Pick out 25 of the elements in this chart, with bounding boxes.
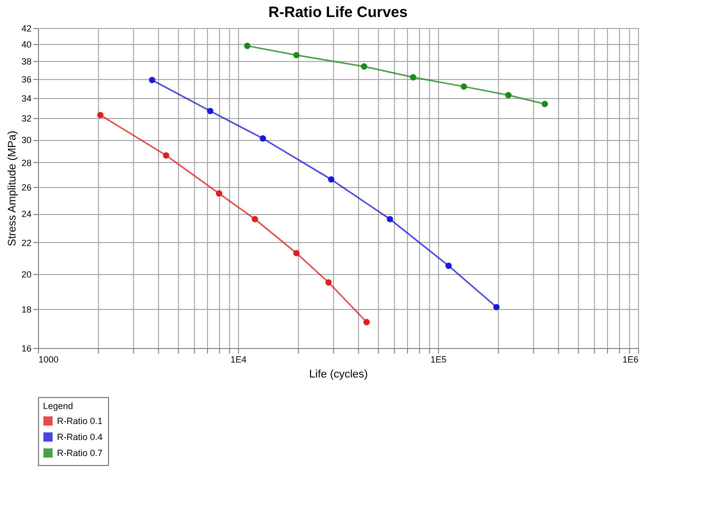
legend-label: R-Ratio 0.4 xyxy=(57,432,103,442)
y-tick-label: 38 xyxy=(21,56,32,67)
y-tick-label: 30 xyxy=(21,135,32,146)
y-tick-label: 42 xyxy=(21,24,32,34)
x-tick-label: 1E6 xyxy=(622,354,638,364)
y-tick-label: 22 xyxy=(21,238,32,248)
x-tick-label: 1000 xyxy=(38,354,59,364)
chart-title: R-Ratio Life Curves xyxy=(268,4,408,21)
y-tick-label: 24 xyxy=(21,209,32,220)
legend-title: Legend xyxy=(43,401,74,411)
x-tick-label: 1E4 xyxy=(230,354,247,364)
legend-label: R-Ratio 0.1 xyxy=(57,416,103,426)
y-tick-label: 18 xyxy=(21,304,32,314)
y-tick-label: 34 xyxy=(21,94,32,104)
x-axis-title: Life (cycles) xyxy=(309,368,368,380)
y-tick-label: 32 xyxy=(21,114,32,124)
y-tick-label: 28 xyxy=(21,158,32,168)
y-tick-label: 16 xyxy=(21,344,32,354)
y-tick-label: 40 xyxy=(21,40,32,50)
x-tick-label: 1E5 xyxy=(430,354,447,364)
y-axis-title: Stress Amplitude (MPa) xyxy=(6,130,18,246)
y-tick-label: 36 xyxy=(21,74,32,85)
legend-label: R-Ratio 0.7 xyxy=(57,448,103,458)
y-tick-label: 20 xyxy=(21,270,32,280)
y-tick-label: 26 xyxy=(21,182,32,193)
